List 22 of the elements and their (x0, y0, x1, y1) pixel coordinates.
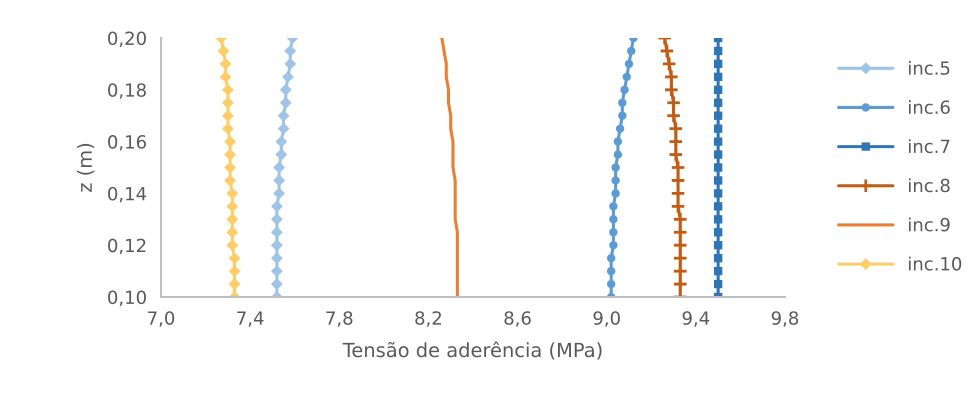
x-tick-label: 9,0 (593, 311, 620, 327)
legend-label: inc.5 (909, 60, 950, 75)
y-axis-title: z (m) (77, 144, 94, 192)
y-tick-label: 0,14 (108, 186, 146, 202)
y-tick-label: 0,18 (108, 83, 146, 99)
x-tick-label: 7,4 (237, 311, 264, 327)
x-tick-label: 7,0 (148, 311, 174, 327)
y-tick-label: 0,12 (108, 238, 146, 254)
y-tick-label: 0,16 (108, 135, 146, 151)
x-tick-label: 7,8 (326, 311, 352, 327)
x-tick-label: 9,8 (772, 311, 798, 327)
y-tick-label: 0,20 (108, 31, 146, 47)
legend-label: inc.8 (909, 178, 950, 192)
x-tick-label: 9,4 (682, 311, 710, 327)
x-tick-label: 8,6 (504, 311, 531, 327)
y-tick-label: 0,10 (108, 290, 146, 306)
x-tick-label: 8,2 (415, 311, 441, 327)
legend-label: inc.10 (909, 256, 962, 271)
legend-label: inc.9 (909, 217, 950, 232)
legend-label: inc.6 (909, 100, 950, 114)
x-axis-title: Tensão de aderência (MPa) (342, 341, 602, 360)
legend-label: inc.7 (909, 139, 950, 154)
